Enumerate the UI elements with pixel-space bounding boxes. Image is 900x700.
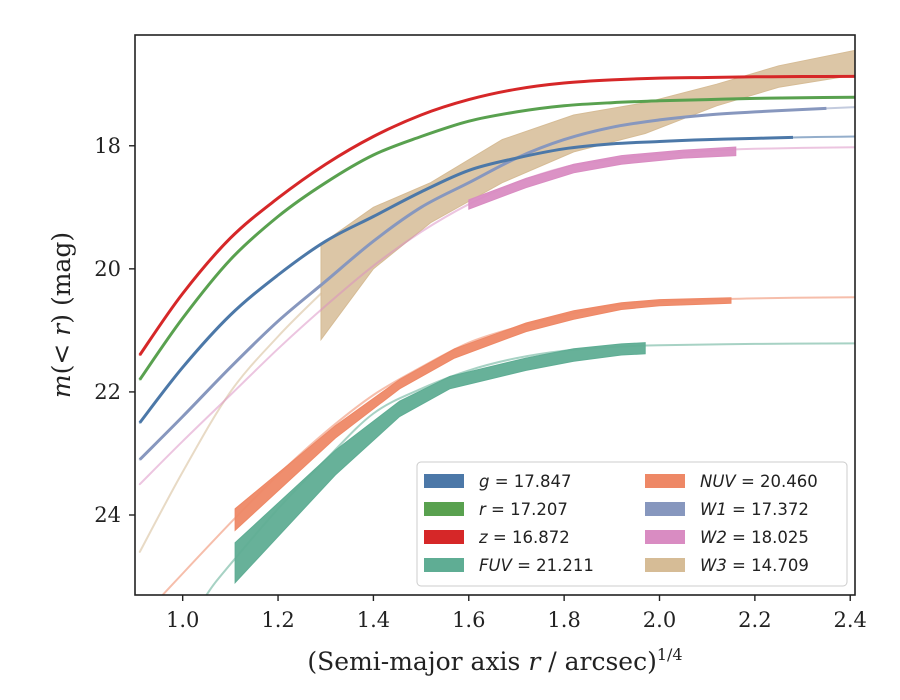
x-axis-label: (Semi-major axis r / arcsec)1/4 xyxy=(307,645,682,676)
legend-label-fuv: FUV = 21.211 xyxy=(479,556,594,575)
series-layer xyxy=(138,49,855,595)
series-g xyxy=(138,135,855,424)
legend-swatch-w3 xyxy=(645,558,685,572)
series-w2-band xyxy=(468,146,737,210)
x-tick-label: 1.2 xyxy=(261,608,294,632)
legend-swatch-w2 xyxy=(645,530,685,544)
series-w1 xyxy=(138,106,855,461)
x-tick-label: 1.6 xyxy=(452,608,485,632)
series-w3 xyxy=(138,49,855,553)
x-tick-label: 2.2 xyxy=(738,608,771,632)
legend-label-w1: W1 = 17.372 xyxy=(700,500,809,519)
series-w2 xyxy=(138,146,855,486)
y-tick-label: 18 xyxy=(94,134,121,158)
legend-box xyxy=(416,461,848,587)
series-z xyxy=(138,74,855,356)
x-tick-label: 1.0 xyxy=(166,608,199,632)
plot-frame xyxy=(134,34,856,596)
legend-swatch-nuv xyxy=(645,474,685,488)
legend-label-z: z = 16.872 xyxy=(478,528,570,547)
series-nuv-band xyxy=(234,297,732,532)
series-r-data-curve xyxy=(138,95,855,381)
x-tick-label: 1.4 xyxy=(357,608,390,632)
y-axis-label: m(< r) (mag) xyxy=(47,232,76,398)
x-tick-label: 2.0 xyxy=(643,608,676,632)
legend-swatch-fuv xyxy=(424,558,464,572)
legend-swatch-r xyxy=(424,502,464,516)
series-g-data-curve xyxy=(138,135,794,424)
legend-label-w3: W3 = 14.709 xyxy=(700,556,809,575)
legend-swatch-w1 xyxy=(645,502,685,516)
series-r xyxy=(138,95,855,381)
legend-label-g: g = 17.847 xyxy=(479,472,572,491)
series-fuv xyxy=(205,342,855,595)
legend: g = 17.847 r = 17.207 z = 16.872 FUV = 21.2… xyxy=(416,461,848,587)
legend-label-r: r = 17.207 xyxy=(479,500,568,519)
series-fuv-model-curve xyxy=(205,342,855,595)
legend-label-w2: W2 = 18.025 xyxy=(700,528,809,547)
legend-swatch-z xyxy=(424,530,464,544)
series-fuv-band xyxy=(234,342,646,584)
series-w1-data-curve xyxy=(138,106,827,461)
x-tick-label: 2.4 xyxy=(834,608,867,632)
series-nuv xyxy=(161,296,855,595)
series-w3-band xyxy=(320,49,855,342)
y-tick-label: 24 xyxy=(94,503,121,527)
ticks-layer: 1.0 1.2 1.4 1.6 1.8 2.0 2.2 2.4 18 20 22 24 xyxy=(94,134,867,632)
legend-swatch-g xyxy=(424,474,464,488)
series-z-data-curve xyxy=(138,74,855,356)
legend-label-nuv: NUV = 20.460 xyxy=(700,472,818,491)
y-tick-label: 20 xyxy=(94,257,121,281)
x-tick-label: 1.8 xyxy=(547,608,580,632)
y-tick-label: 22 xyxy=(94,380,121,404)
series-w3-model-curve xyxy=(138,292,322,553)
